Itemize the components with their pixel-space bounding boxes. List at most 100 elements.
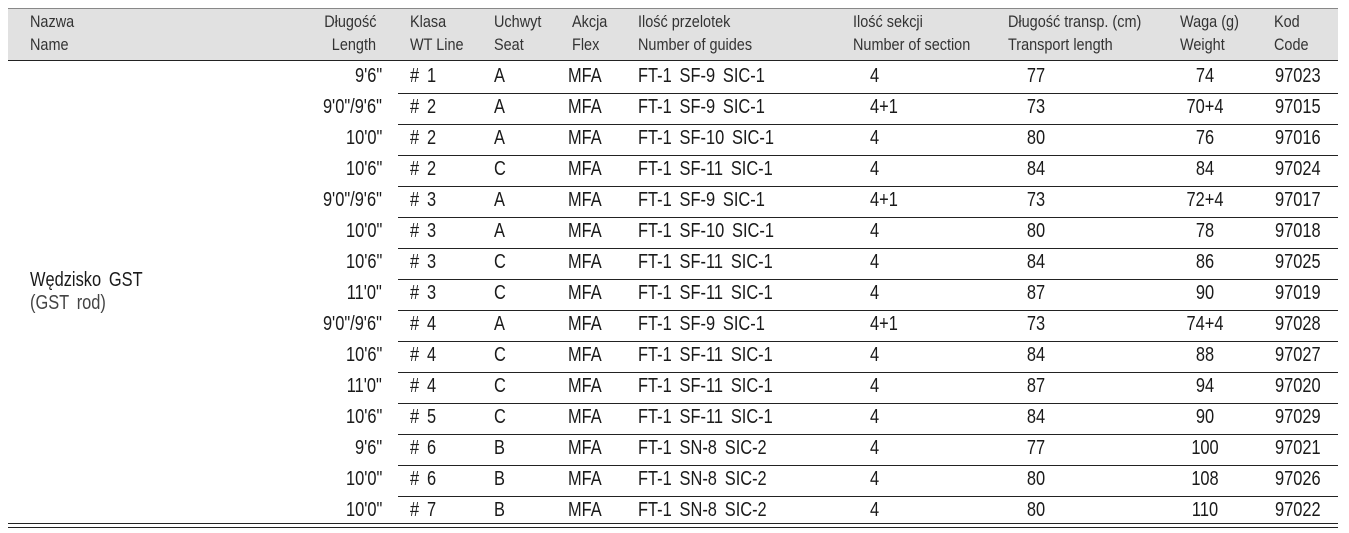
row-separator bbox=[398, 93, 1338, 94]
transport-length-cell: 84 bbox=[1026, 406, 1046, 428]
guides-cell: FT-1 SF-11 SIC-1 bbox=[638, 344, 773, 366]
code-cell: 97022 bbox=[1275, 499, 1321, 521]
line-class-cell: # 2 bbox=[410, 96, 437, 118]
sections-cell: 4 bbox=[870, 406, 880, 428]
flex-cell: MFA bbox=[568, 96, 602, 118]
guides-cell: FT-1 SN-8 SIC-2 bbox=[638, 468, 767, 490]
code-cell: 97021 bbox=[1275, 437, 1321, 459]
header-label: Ilość przelotek bbox=[638, 12, 731, 31]
sections-cell: 4 bbox=[870, 282, 880, 304]
seat-cell: B bbox=[494, 499, 505, 521]
line-class-cell: # 3 bbox=[410, 251, 437, 273]
code-cell: 97026 bbox=[1275, 468, 1321, 490]
product-subtitle: (GST rod) bbox=[30, 292, 106, 314]
guides-cell: FT-1 SF-10 SIC-1 bbox=[638, 220, 774, 242]
transport-length-cell: 73 bbox=[1026, 96, 1046, 118]
code-cell: 97019 bbox=[1275, 282, 1321, 304]
line-class-cell: # 2 bbox=[410, 127, 437, 149]
line-class-cell: # 4 bbox=[410, 344, 437, 366]
guides-cell: FT-1 SN-8 SIC-2 bbox=[638, 437, 767, 459]
length-cell: 10'0" bbox=[345, 220, 382, 242]
row-separator bbox=[398, 217, 1338, 218]
sections-cell: 4 bbox=[870, 158, 880, 180]
guides-cell: FT-1 SF-10 SIC-1 bbox=[638, 127, 774, 149]
header-label: Number of guides bbox=[638, 35, 753, 54]
seat-cell: A bbox=[494, 96, 505, 118]
transport-length-cell: 87 bbox=[1026, 375, 1046, 397]
flex-cell: MFA bbox=[568, 282, 602, 304]
length-cell: 9'0"/9'6" bbox=[323, 189, 382, 211]
sections-cell: 4+1 bbox=[870, 96, 898, 118]
code-cell: 97029 bbox=[1275, 406, 1321, 428]
row-separator bbox=[398, 186, 1338, 187]
guides-cell: FT-1 SF-11 SIC-1 bbox=[638, 406, 773, 428]
row-separator bbox=[398, 372, 1338, 373]
transport-length-cell: 73 bbox=[1026, 313, 1046, 335]
seat-cell: B bbox=[494, 437, 505, 459]
flex-cell: MFA bbox=[568, 158, 602, 180]
flex-cell: MFA bbox=[568, 220, 602, 242]
weight-cell: 108 bbox=[1191, 468, 1219, 490]
guides-cell: FT-1 SF-11 SIC-1 bbox=[638, 158, 773, 180]
weight-cell: 72+4 bbox=[1186, 189, 1224, 211]
header-label: Waga (g) bbox=[1180, 12, 1239, 31]
header-label: Uchwyt bbox=[494, 12, 542, 31]
guides-cell: FT-1 SF-9 SIC-1 bbox=[638, 65, 765, 87]
weight-cell: 110 bbox=[1191, 499, 1219, 521]
guides-cell: FT-1 SF-11 SIC-1 bbox=[638, 375, 773, 397]
sections-cell: 4 bbox=[870, 127, 880, 149]
seat-cell: C bbox=[494, 406, 506, 428]
transport-length-cell: 77 bbox=[1026, 437, 1046, 459]
flex-cell: MFA bbox=[568, 437, 602, 459]
transport-length-cell: 80 bbox=[1026, 468, 1046, 490]
sections-cell: 4+1 bbox=[870, 313, 898, 335]
seat-cell: C bbox=[494, 158, 506, 180]
transport-length-cell: 84 bbox=[1026, 344, 1046, 366]
seat-cell: C bbox=[494, 251, 506, 273]
sections-cell: 4+1 bbox=[870, 189, 898, 211]
sections-cell: 4 bbox=[870, 251, 880, 273]
code-cell: 97023 bbox=[1275, 65, 1321, 87]
header-label: Długość bbox=[323, 12, 376, 31]
sections-cell: 4 bbox=[870, 65, 880, 87]
guides-cell: FT-1 SF-9 SIC-1 bbox=[638, 96, 765, 118]
seat-cell: A bbox=[494, 313, 505, 335]
row-separator bbox=[398, 403, 1338, 404]
length-cell: 10'0" bbox=[345, 499, 382, 521]
line-class-cell: # 5 bbox=[410, 406, 437, 428]
header-label: WT Line bbox=[410, 35, 464, 54]
weight-cell: 76 bbox=[1195, 127, 1215, 149]
header-label: Transport length bbox=[1008, 35, 1113, 54]
header-label: Name bbox=[30, 35, 69, 54]
seat-cell: A bbox=[494, 189, 505, 211]
weight-cell: 78 bbox=[1195, 220, 1215, 242]
row-separator bbox=[398, 496, 1338, 497]
seat-cell: C bbox=[494, 282, 506, 304]
code-cell: 97024 bbox=[1275, 158, 1321, 180]
line-class-cell: # 1 bbox=[410, 65, 437, 87]
seat-cell: C bbox=[494, 375, 506, 397]
row-separator bbox=[398, 434, 1338, 435]
row-separator bbox=[398, 310, 1338, 311]
flex-cell: MFA bbox=[568, 313, 602, 335]
guides-cell: FT-1 SF-9 SIC-1 bbox=[638, 313, 765, 335]
flex-cell: MFA bbox=[568, 468, 602, 490]
length-cell: 11'0" bbox=[346, 375, 382, 397]
line-class-cell: # 6 bbox=[410, 437, 437, 459]
code-cell: 97018 bbox=[1275, 220, 1321, 242]
seat-cell: A bbox=[494, 65, 505, 87]
length-cell: 10'6" bbox=[345, 344, 382, 366]
weight-cell: 74+4 bbox=[1186, 313, 1224, 335]
seat-cell: B bbox=[494, 468, 505, 490]
header-top-rule bbox=[8, 8, 1338, 9]
flex-cell: MFA bbox=[568, 127, 602, 149]
transport-length-cell: 73 bbox=[1026, 189, 1046, 211]
sections-cell: 4 bbox=[870, 468, 880, 490]
line-class-cell: # 3 bbox=[410, 282, 437, 304]
seat-cell: A bbox=[494, 127, 505, 149]
line-class-cell: # 4 bbox=[410, 313, 437, 335]
header-bottom-rule bbox=[8, 60, 1338, 61]
sections-cell: 4 bbox=[870, 220, 880, 242]
length-cell: 10'6" bbox=[345, 158, 382, 180]
